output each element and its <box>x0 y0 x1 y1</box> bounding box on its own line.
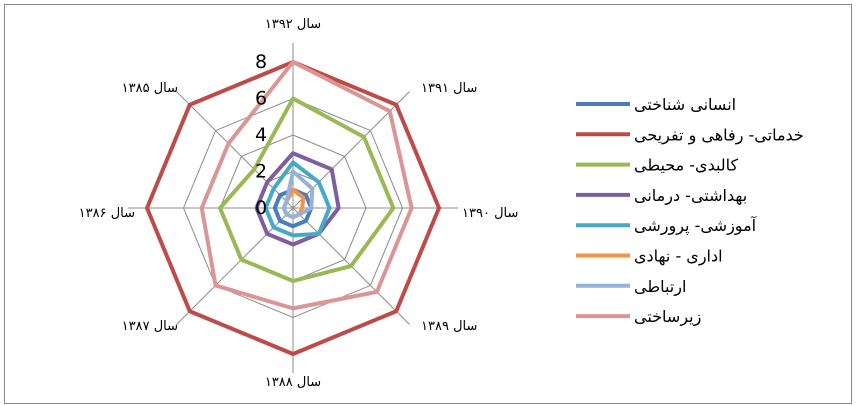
legend-label-6: ارتباطی <box>634 277 686 297</box>
category-label-5: سال ۱۳۸۷ <box>122 319 178 334</box>
series-line-6 <box>281 169 315 220</box>
radial-tick-labels: 0 2 4 6 8 <box>255 51 267 219</box>
category-label-7: سال ۱۳۸۵ <box>122 81 178 96</box>
tick-label-4: 8 <box>255 51 267 73</box>
legend-label-0: انسانی شناختی <box>634 95 736 114</box>
category-label-3: سال ۱۳۸۹ <box>421 319 477 334</box>
series-line-2 <box>218 96 396 283</box>
tick-label-2: 4 <box>255 124 267 146</box>
category-labels: سال ۱۳۹۲ سال ۱۳۹۱ سال ۱۳۹۰ سال ۱۳۸۹ سال ۱۳۸۸… <box>79 17 519 390</box>
axis-spoke-5 <box>175 207 294 326</box>
tick-label-1: 2 <box>255 161 267 183</box>
legend-label-1: خدماتی- رفاهی و تفریحی <box>634 125 804 145</box>
tick-label-0: 0 <box>255 197 267 219</box>
series-line-7 <box>199 60 414 311</box>
legend-label-5: اداری - نهادی <box>634 247 723 267</box>
series-line-0 <box>272 187 314 229</box>
radar-series <box>145 60 441 356</box>
category-label-6: سال ۱۳۸۶ <box>79 206 135 221</box>
legend: انسانی شناختی خدماتی- رفاهی و تفریحی کالبد… <box>576 95 804 327</box>
chart-area <box>4 4 852 404</box>
category-label-2: سال ۱۳۹۰ <box>462 206 518 221</box>
series-line-4 <box>263 160 332 238</box>
category-label-4: سال ۱۳۸۸ <box>265 375 321 390</box>
legend-label-3: بهداشتی- درمانی <box>634 186 747 206</box>
category-label-1: سال ۱۳۹۱ <box>421 81 477 96</box>
series-line-3 <box>254 151 341 247</box>
legend-label-7: زیرساختی <box>634 307 701 327</box>
legend-label-2: کالبدی- محیطی <box>634 156 739 175</box>
legend-label-4: آموزشی- پرورشی <box>634 216 758 236</box>
tick-label-3: 6 <box>255 88 267 110</box>
series-line-1 <box>145 60 441 356</box>
category-label-0: سال ۱۳۹۲ <box>265 17 321 32</box>
